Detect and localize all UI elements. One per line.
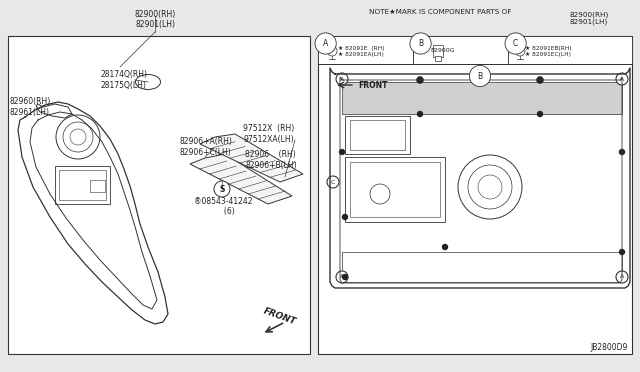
Bar <box>508 36 632 64</box>
Bar <box>350 120 405 150</box>
Bar <box>318 36 632 354</box>
Bar <box>345 157 445 222</box>
Circle shape <box>214 181 230 197</box>
Bar <box>8 36 310 354</box>
Circle shape <box>616 271 628 283</box>
Text: 28174Q(RH)
28175Q(LH): 28174Q(RH) 28175Q(LH) <box>100 70 147 90</box>
Text: A: A <box>340 77 344 81</box>
Ellipse shape <box>136 74 161 90</box>
Text: 82900(RH)
82901(LH): 82900(RH) 82901(LH) <box>570 11 609 25</box>
Bar <box>435 56 441 61</box>
Text: S: S <box>220 185 225 193</box>
Circle shape <box>620 150 625 154</box>
Text: 82906    (RH)
82906+B(LH): 82906 (RH) 82906+B(LH) <box>245 150 296 170</box>
Text: A: A <box>620 275 624 279</box>
Text: 82960(RH)
82961(LH): 82960(RH) 82961(LH) <box>9 97 51 117</box>
Text: B: B <box>477 71 483 80</box>
Circle shape <box>342 275 348 279</box>
Bar <box>433 45 443 57</box>
Circle shape <box>536 77 543 83</box>
Text: ★ 82091EB(RH)
★ 82091EC(LH): ★ 82091EB(RH) ★ 82091EC(LH) <box>525 45 572 57</box>
Bar <box>59 170 106 200</box>
Circle shape <box>538 112 543 116</box>
Circle shape <box>442 244 447 250</box>
Circle shape <box>339 150 344 154</box>
Circle shape <box>327 176 339 188</box>
Circle shape <box>370 184 390 204</box>
Text: NOTE★MARK IS COMPONENT PARTS OF: NOTE★MARK IS COMPONENT PARTS OF <box>369 9 511 15</box>
Text: 82900(RH)
82901(LH): 82900(RH) 82901(LH) <box>134 10 175 29</box>
Circle shape <box>70 129 86 145</box>
Circle shape <box>56 115 100 159</box>
Text: JB2800D9: JB2800D9 <box>591 343 628 352</box>
Bar <box>55 166 110 204</box>
Text: 97512X  (RH)
97512XA(LH): 97512X (RH) 97512XA(LH) <box>243 124 294 144</box>
Bar <box>413 36 508 64</box>
Text: C: C <box>331 180 335 185</box>
Circle shape <box>327 46 337 56</box>
Circle shape <box>616 73 628 85</box>
Text: FRONT: FRONT <box>358 80 387 90</box>
Text: ★ 82091E  (RH)
★ 82091EA(LH): ★ 82091E (RH) ★ 82091EA(LH) <box>338 45 385 57</box>
Text: B: B <box>418 39 423 48</box>
Circle shape <box>515 46 525 56</box>
Circle shape <box>620 250 625 254</box>
Circle shape <box>336 271 348 283</box>
Bar <box>90 180 105 192</box>
Bar <box>318 36 413 64</box>
Text: A: A <box>323 39 328 48</box>
Bar <box>345 116 410 154</box>
Text: 82906+A(RH)
82906+C(LH): 82906+A(RH) 82906+C(LH) <box>180 137 233 157</box>
Polygon shape <box>200 134 303 182</box>
Circle shape <box>478 175 502 199</box>
Text: 82900G: 82900G <box>431 48 455 52</box>
Circle shape <box>417 112 422 116</box>
Circle shape <box>468 165 512 209</box>
Text: A: A <box>620 77 624 81</box>
Text: FRONT: FRONT <box>262 307 298 327</box>
Text: ®08543-41242
     (6): ®08543-41242 (6) <box>194 197 252 217</box>
Circle shape <box>458 155 522 219</box>
Polygon shape <box>190 154 292 204</box>
Circle shape <box>417 77 424 83</box>
Text: A: A <box>340 275 344 279</box>
Bar <box>350 162 440 217</box>
Polygon shape <box>36 104 72 118</box>
Circle shape <box>342 215 348 219</box>
Text: C: C <box>513 39 518 48</box>
Circle shape <box>336 73 348 85</box>
Bar <box>342 82 622 114</box>
Circle shape <box>63 122 93 152</box>
Bar <box>342 252 622 282</box>
